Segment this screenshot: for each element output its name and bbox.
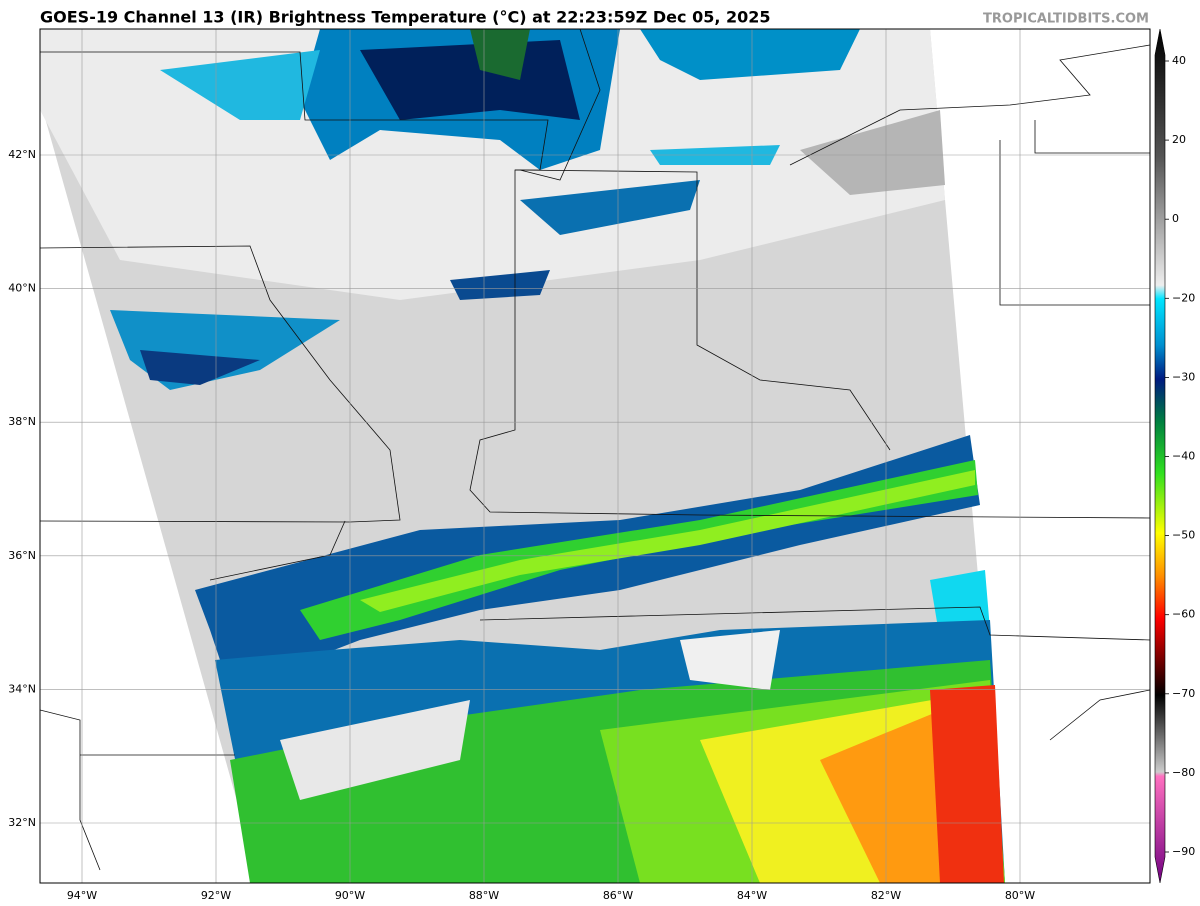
lon-label: 90°W <box>335 889 365 902</box>
colorbar-label: −30 <box>1172 370 1195 383</box>
lon-label: 82°W <box>871 889 901 902</box>
lon-label: 86°W <box>603 889 633 902</box>
colorbar-label: −60 <box>1172 608 1195 621</box>
map-frame <box>39 28 1151 884</box>
lat-label: 42°N <box>8 148 36 161</box>
credit: TROPICALTIDBITS.COM <box>983 12 1149 27</box>
colorbar-label: −90 <box>1172 845 1195 858</box>
colorbar-label: −40 <box>1172 450 1195 463</box>
lon-label: 84°W <box>737 889 767 902</box>
colorbar-label: −20 <box>1172 291 1195 304</box>
colorbar-label: −70 <box>1172 687 1195 700</box>
colorbar-label: −50 <box>1172 529 1195 542</box>
graticule: 42°N 40°N 38°N 36°N 34°N 32°N 94°W 92°W 90°W 88°W… <box>8 29 1150 902</box>
lat-label: 32°N <box>8 816 36 829</box>
lon-label: 92°W <box>201 889 231 902</box>
colorbar-label: 20 <box>1172 133 1186 146</box>
borders <box>40 29 1150 871</box>
lat-label: 40°N <box>8 282 36 295</box>
colorbar-label: 0 <box>1172 212 1179 225</box>
lon-label: 88°W <box>469 889 499 902</box>
lon-label: 80°W <box>1005 889 1035 902</box>
colorbar-label: 40 <box>1172 54 1186 67</box>
colorbar <box>1154 28 1166 884</box>
lat-label: 34°N <box>8 682 36 695</box>
lon-label: 94°W <box>67 889 97 902</box>
title: GOES-19 Channel 13 (IR) Brightness Tempe… <box>40 8 771 27</box>
lat-label: 38°N <box>8 415 36 428</box>
lat-label: 36°N <box>8 549 36 562</box>
imagery <box>40 29 1150 883</box>
colorbar-ticks: 40 20 0 −20 −30 −40 −50 −60 −70 −80 −90 <box>1165 54 1195 858</box>
colorbar-label: −80 <box>1172 766 1195 779</box>
